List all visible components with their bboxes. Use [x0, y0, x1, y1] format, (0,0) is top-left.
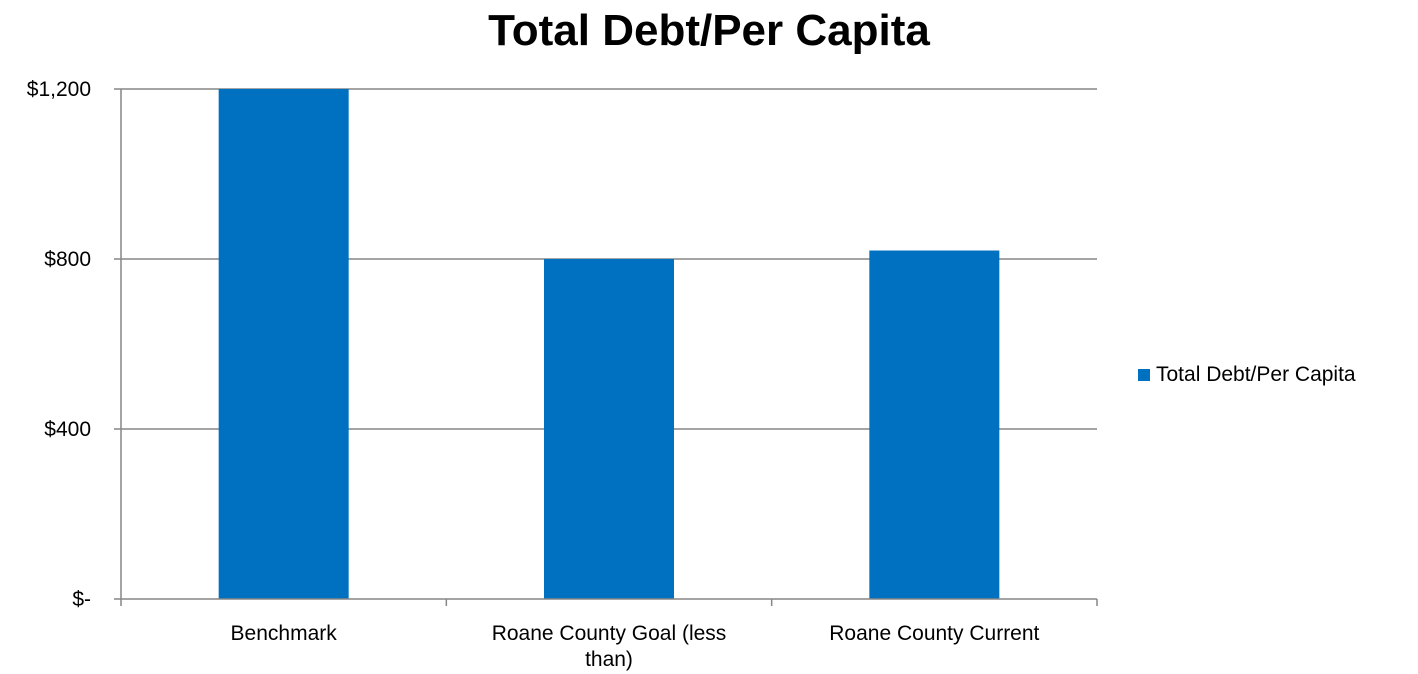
chart-title: Total Debt/Per Capita	[488, 6, 930, 55]
legend-swatch	[1138, 369, 1150, 381]
x-tick-label: Roane County Goal (less than)	[492, 622, 727, 671]
x-tick-label-line: than)	[585, 648, 633, 671]
x-tick-label: Benchmark	[231, 622, 338, 645]
x-tick-label-line: Benchmark	[231, 622, 338, 645]
bar	[544, 259, 674, 599]
x-tick-label-line: Roane County Goal (less	[492, 622, 727, 645]
x-tick-label: Roane County Current	[829, 622, 1039, 645]
y-tick-label: $1,200	[27, 78, 91, 101]
legend: Total Debt/Per Capita	[1138, 363, 1356, 387]
y-tick-label: $400	[44, 418, 91, 441]
axis-labels: $- $400 $800 $1,200 Benchmark Roane County Go…	[27, 78, 1040, 671]
bar	[218, 89, 349, 599]
y-tick-label: $800	[44, 248, 91, 271]
legend-label: Total Debt/Per Capita	[1156, 363, 1356, 386]
axes	[114, 88, 1098, 606]
bar	[869, 250, 1000, 599]
x-tick-label-line: Roane County Current	[829, 622, 1039, 645]
bars	[218, 89, 1000, 599]
y-tick-label: $-	[72, 588, 91, 611]
